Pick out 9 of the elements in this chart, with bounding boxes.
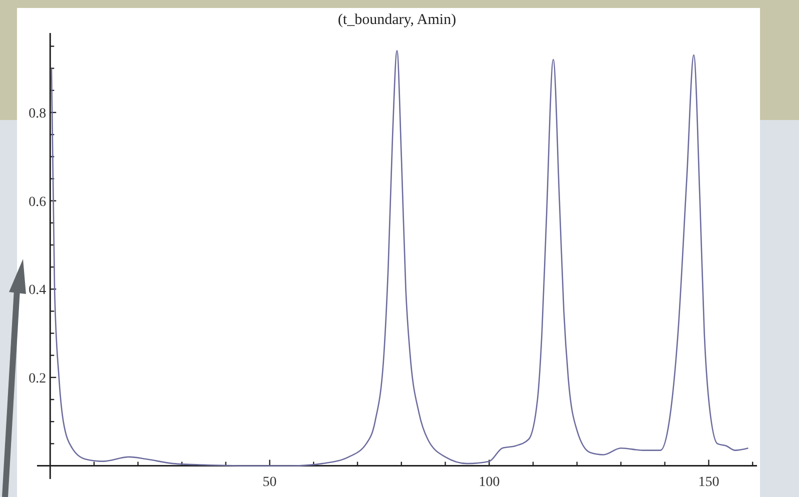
- x-tick-label: 150: [698, 474, 720, 490]
- y-tick-label: 0.2: [28, 371, 46, 386]
- y-tick-label: 0.4: [28, 283, 46, 298]
- x-tick-label: 50: [262, 474, 277, 490]
- line-series: [50, 50, 749, 466]
- chart-title: (t_boundary, Amin): [338, 12, 456, 28]
- x-tick-label: 100: [478, 474, 500, 490]
- y-tick-label: 0.6: [28, 194, 46, 210]
- y-tick-label: 0.8: [28, 106, 46, 122]
